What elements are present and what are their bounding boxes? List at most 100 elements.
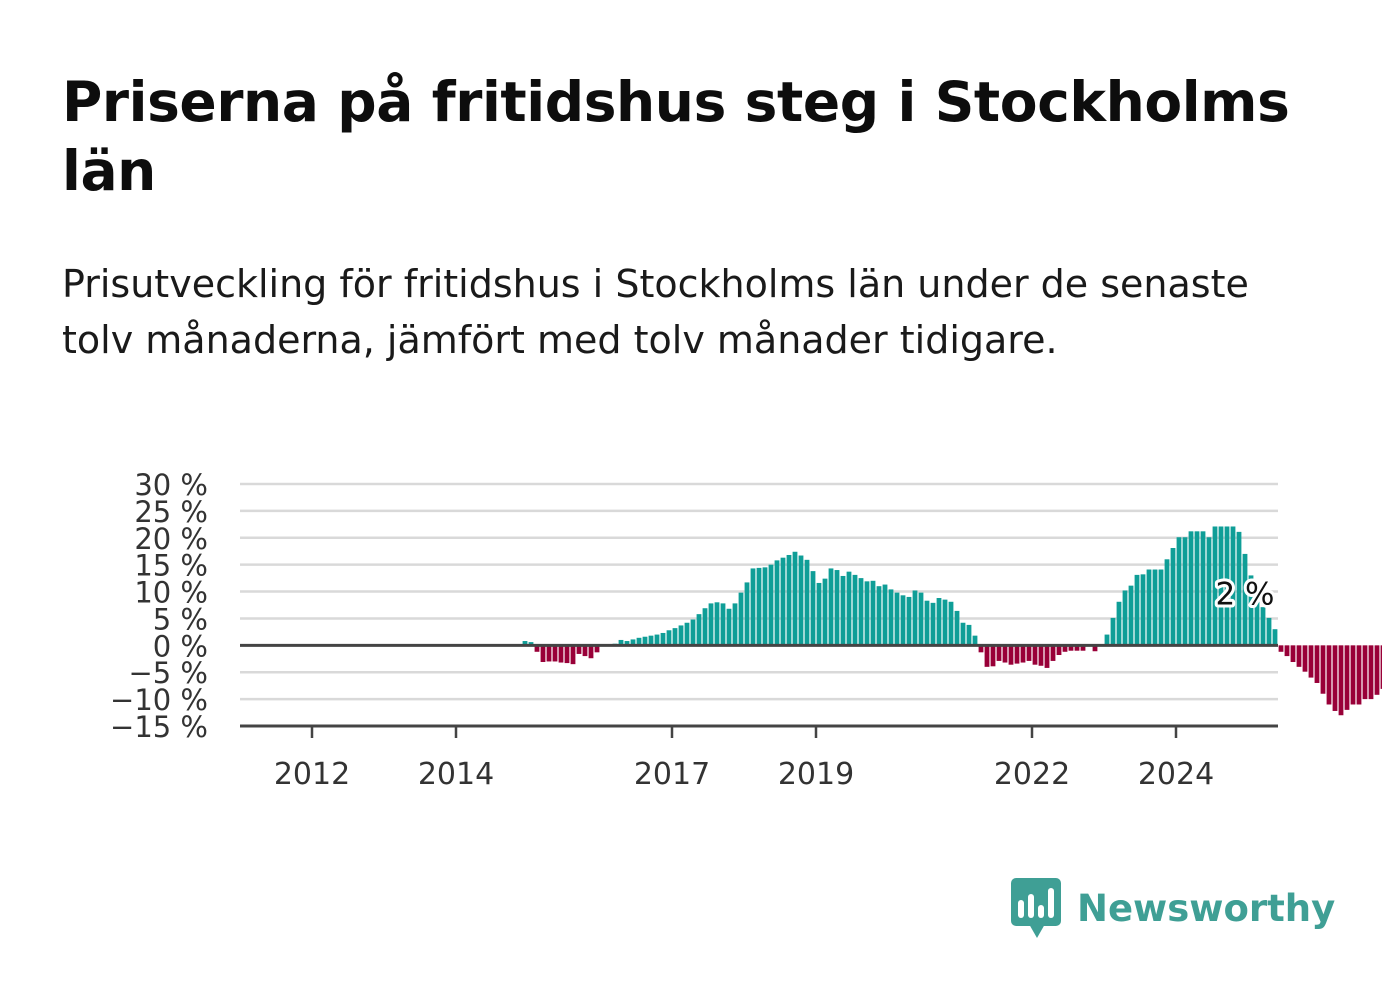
- brand-name: Newsworthy: [1077, 887, 1336, 930]
- bar: [1350, 645, 1356, 705]
- bar: [816, 582, 822, 646]
- bar: [768, 564, 774, 646]
- bar: [894, 592, 900, 646]
- bar: [540, 645, 546, 663]
- bar: [876, 586, 882, 646]
- bar: [870, 580, 876, 646]
- bar: [546, 645, 552, 662]
- bar: [636, 637, 642, 646]
- bar: [798, 555, 804, 646]
- y-tick-label: 0 %: [153, 629, 208, 663]
- x-tick-label: 2012: [274, 757, 350, 792]
- bar: [564, 645, 570, 664]
- bar: [582, 645, 588, 657]
- bar: [774, 560, 780, 646]
- bar: [1230, 526, 1236, 646]
- bar: [1320, 645, 1326, 694]
- bar: [558, 645, 564, 663]
- bar: [1158, 569, 1164, 646]
- bar: [906, 596, 912, 646]
- bar: [1380, 645, 1382, 689]
- x-tick-label: 2017: [634, 757, 710, 792]
- bars: [522, 526, 1382, 716]
- bar: [1056, 645, 1062, 656]
- bar: [1122, 590, 1128, 646]
- bar: [624, 641, 630, 646]
- bar: [1374, 645, 1380, 695]
- bar: [1164, 559, 1170, 646]
- bar: [846, 571, 852, 646]
- x-tick-label: 2014: [418, 757, 494, 792]
- bar: [780, 557, 786, 646]
- bar: [1296, 645, 1302, 667]
- bar: [834, 570, 840, 646]
- x-tick-label: 2024: [1138, 757, 1214, 792]
- y-tick-label: 25 %: [134, 495, 208, 529]
- bar: [666, 630, 672, 646]
- y-tick-label: −5 %: [128, 656, 208, 690]
- bar: [1152, 569, 1158, 646]
- bar: [1236, 531, 1242, 646]
- bar: [1032, 645, 1038, 665]
- bar: [1266, 617, 1272, 646]
- y-tick-label: 5 %: [153, 602, 208, 636]
- bar: [648, 635, 654, 646]
- bar: [996, 645, 1002, 661]
- bar: [630, 639, 636, 646]
- bar: [1332, 645, 1338, 711]
- bar: [1092, 645, 1098, 652]
- bar: [1206, 537, 1212, 646]
- bar: [1074, 645, 1080, 651]
- bar: [828, 568, 834, 646]
- bar: [1026, 645, 1032, 661]
- bar: [918, 592, 924, 646]
- bar: [1188, 531, 1194, 646]
- bar: [762, 567, 768, 646]
- bar: [1050, 645, 1056, 661]
- bar: [984, 645, 990, 667]
- bar: [1338, 645, 1344, 716]
- bar: [1104, 634, 1110, 646]
- bar: [810, 571, 816, 646]
- x-tick-label: 2022: [994, 757, 1070, 792]
- bar: [1356, 645, 1362, 705]
- bar: [654, 634, 660, 646]
- x-tick-label: 2019: [778, 757, 854, 792]
- y-tick-label: 10 %: [134, 576, 208, 610]
- bar: [522, 641, 528, 646]
- y-tick-label: 20 %: [134, 522, 208, 556]
- bar: [792, 551, 798, 646]
- bar: [912, 590, 918, 646]
- bar: [720, 603, 726, 646]
- bar: [990, 645, 996, 667]
- bar: [1170, 547, 1176, 646]
- bar: [960, 622, 966, 646]
- bar: [948, 601, 954, 646]
- bar: [690, 619, 696, 646]
- bar: [786, 554, 792, 646]
- axes: [240, 643, 1278, 738]
- bar: [1290, 645, 1296, 663]
- bar: [528, 642, 534, 646]
- bar: [1284, 645, 1290, 657]
- bar: [924, 600, 930, 646]
- bar: [858, 578, 864, 646]
- labels: 30 %25 %20 %15 %10 %5 %0 %−5 %−10 %−15 %…: [110, 468, 1278, 792]
- chart-subtitle: Prisutveckling för fritidshus i Stockhol…: [62, 262, 1249, 362]
- bar: [1014, 645, 1020, 664]
- y-tick-label: −15 %: [110, 710, 208, 744]
- bar: [576, 645, 582, 654]
- bar: [1002, 645, 1008, 663]
- bar: [852, 574, 858, 646]
- bar: [840, 575, 846, 646]
- bar: [1140, 574, 1146, 646]
- bar: [1062, 645, 1068, 652]
- bar: [1242, 553, 1248, 646]
- bar: [750, 568, 756, 646]
- bar: [594, 645, 600, 653]
- bar: [1254, 591, 1260, 646]
- bar: [660, 632, 666, 646]
- chart-title: Priserna på fritidshus steg i Stockholms…: [62, 70, 1290, 203]
- bar: [1080, 645, 1086, 651]
- bar: [1344, 645, 1350, 710]
